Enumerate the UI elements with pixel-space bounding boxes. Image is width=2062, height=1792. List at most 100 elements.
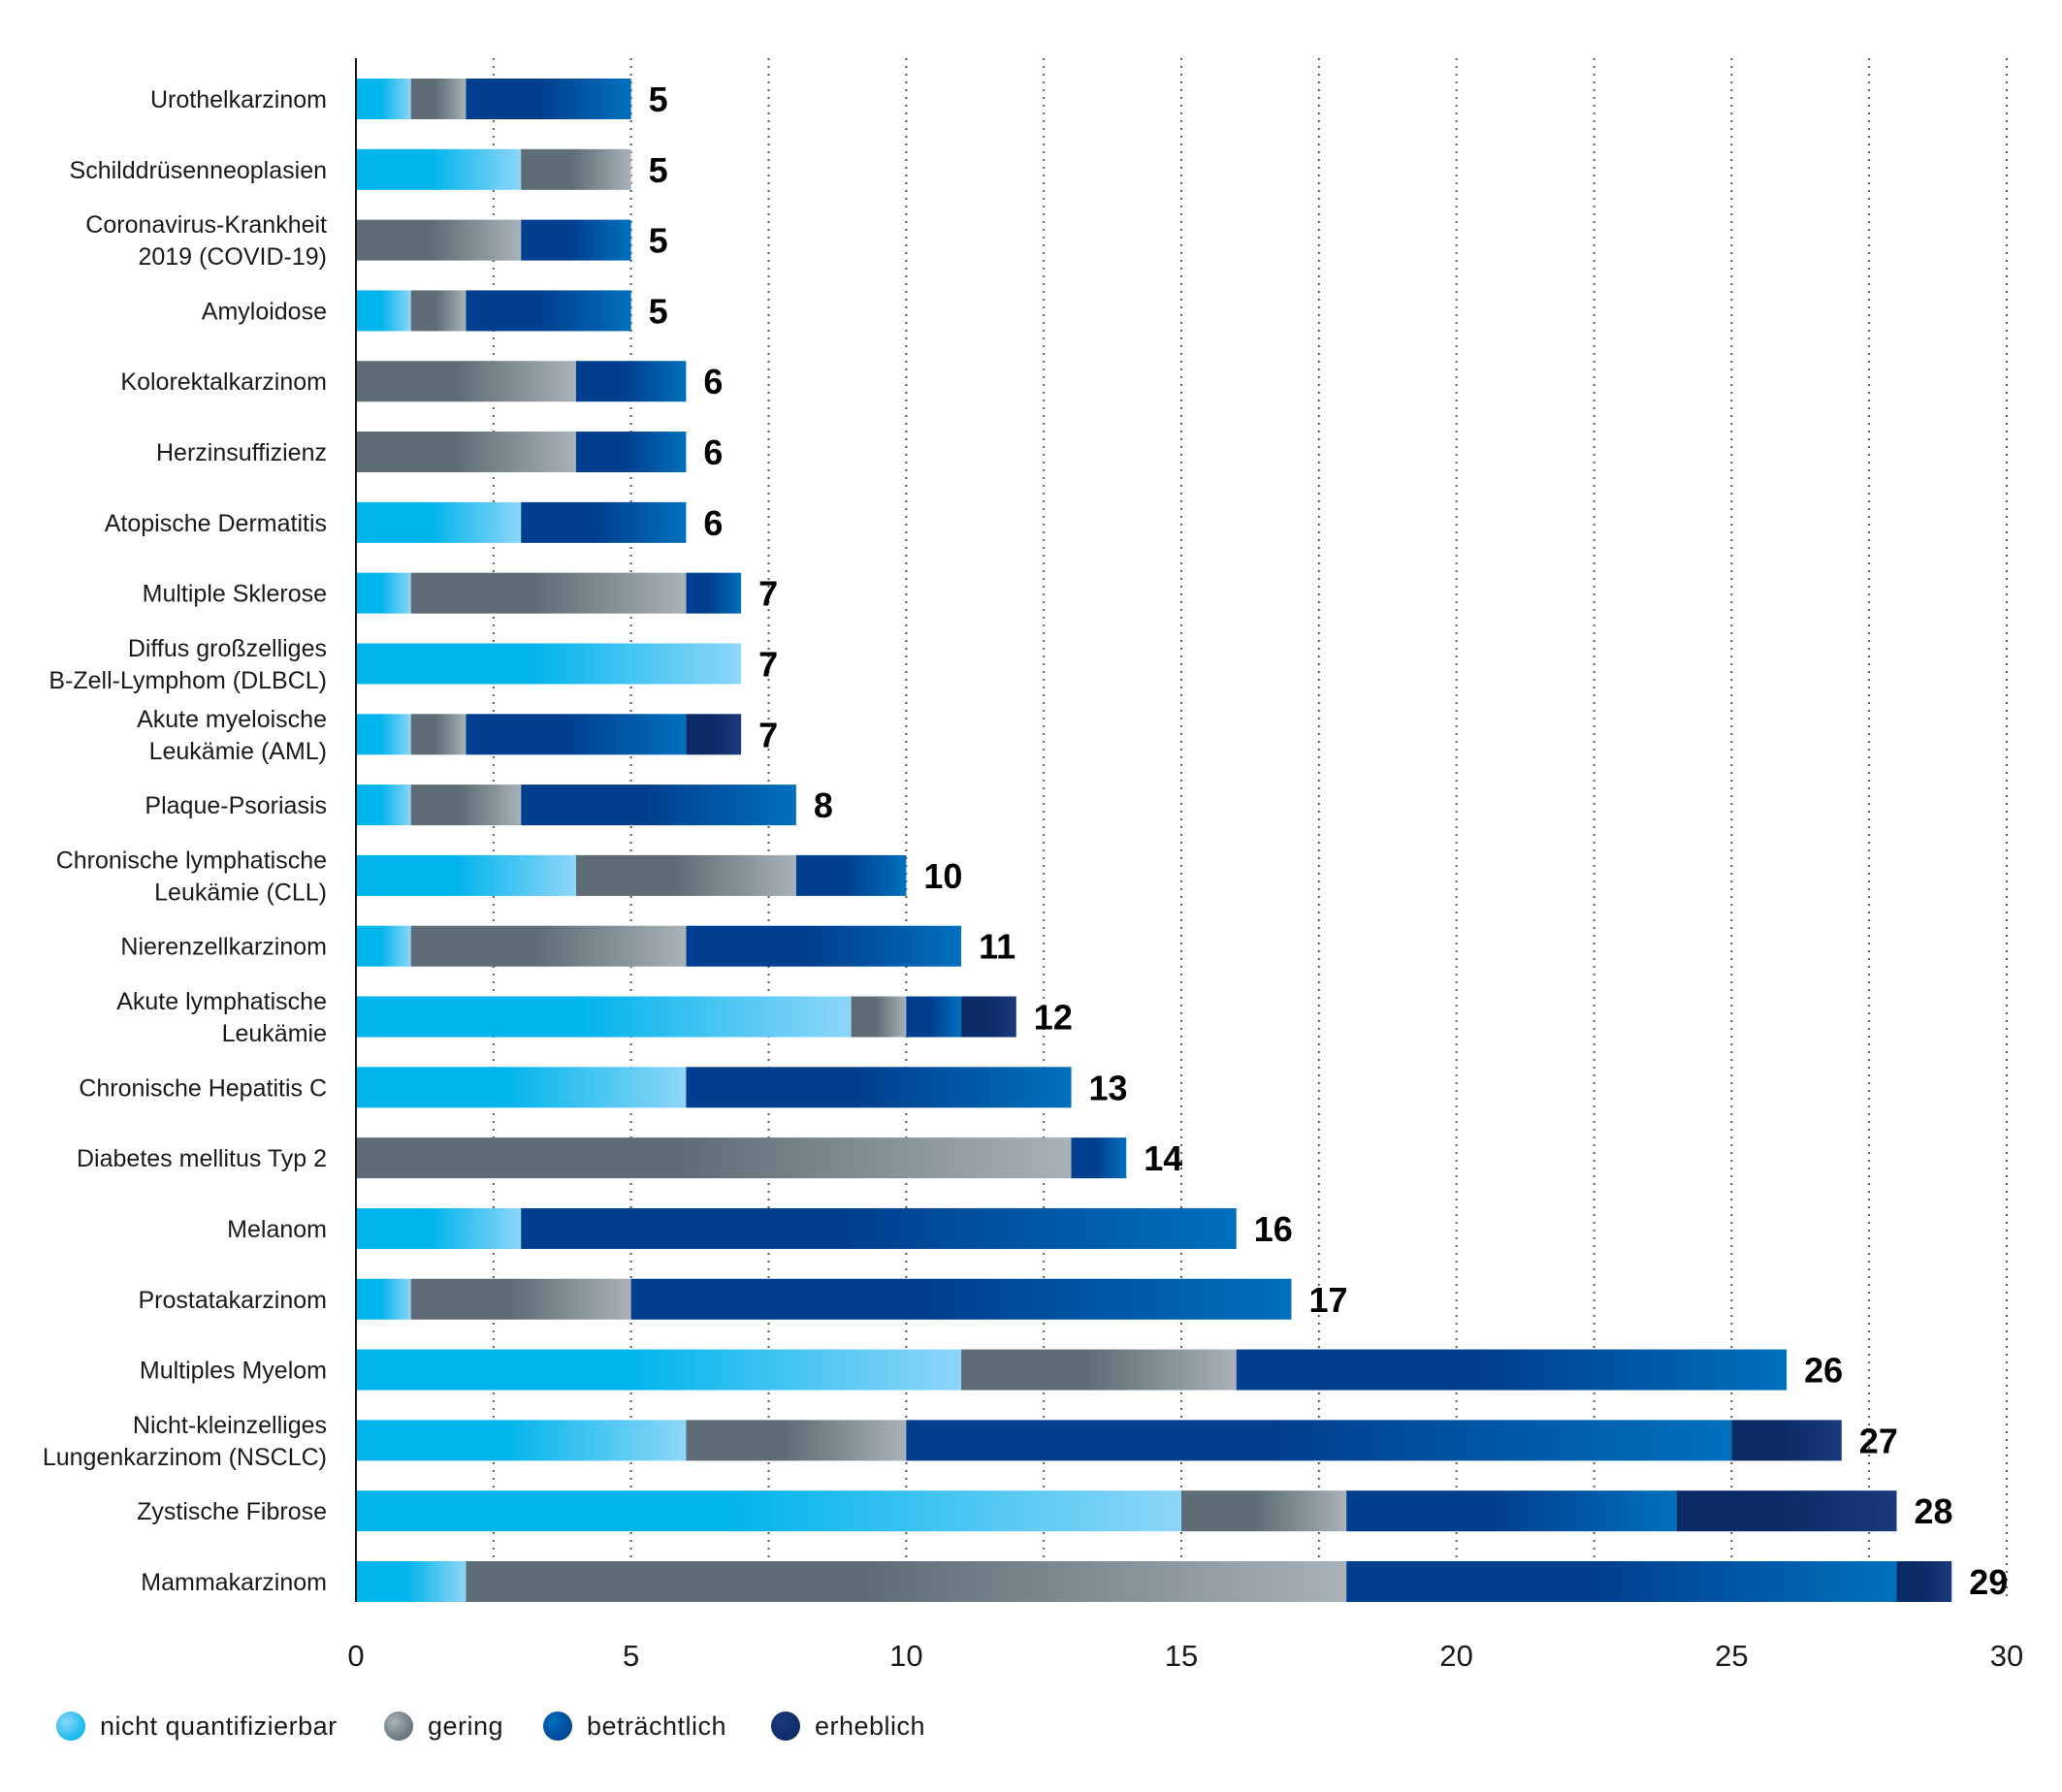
bar-segment-16-gering [356,1137,1072,1179]
bar-segment-22-gering [466,1561,1347,1602]
category-label: Akute myeloische Leukämie (AML) [137,706,327,765]
total-label: 7 [758,644,778,684]
legend-label: nicht quantifizierbar [100,1712,338,1741]
bar-segment-1-gering [410,79,467,119]
x-tick-label: 30 [1990,1639,2023,1673]
legend-swatch [543,1712,572,1741]
category-label: Diffus großzelliges B-Zell-Lymphom (DLBCL… [48,635,327,694]
bar-segment-9-nicht-quantifizierbar [356,643,742,685]
category-label: Chronische lymphatische Leukämie (CLL) [56,847,327,906]
bar-segment-21-nicht-quantifizierbar [356,1490,1181,1532]
total-label: 13 [1089,1068,1128,1107]
bar-segment-1-beträchtlich [466,79,631,119]
bar-segment-16-beträchtlich [1071,1137,1127,1179]
x-tick-label: 5 [623,1639,639,1673]
legend-swatch [384,1712,413,1741]
bar-segment-1-nicht-quantifizierbar [356,79,411,119]
bar-segment-3-beträchtlich [521,219,631,261]
total-label: 28 [1915,1491,1953,1531]
bar-segment-10-erheblich [686,714,742,755]
bar-segment-4-beträchtlich [466,290,631,332]
category-label: Chronische Hepatitis C [79,1074,327,1102]
total-label: 29 [1969,1562,2008,1602]
total-label: 14 [1144,1138,1182,1178]
bar-segment-10-beträchtlich [466,714,687,755]
bar-segment-6-gering [356,432,576,473]
bar-segment-19-nicht-quantifizierbar [356,1349,962,1391]
bar-segment-6-beträchtlich [575,432,687,473]
category-label: Nierenzellkarzinom [120,934,327,961]
bar-segment-4-gering [410,290,467,332]
bar-segment-15-nicht-quantifizierbar [356,1067,687,1108]
bar-segment-5-gering [356,361,576,402]
category-label: Atopische Dermatitis [105,510,327,537]
category-label: Kolorektalkarzinom [120,368,327,396]
bar-segment-20-nicht-quantifizierbar [356,1420,687,1461]
legend-item-gering: gering [384,1712,503,1741]
category-label: Akute lymphatische Leukämie [116,988,327,1047]
bar-segment-21-beträchtlich [1346,1490,1677,1532]
legend-swatch [771,1712,800,1741]
category-label: Schilddrüsenneoplasien [70,157,327,184]
bar-segment-14-erheblich [961,996,1016,1038]
legend-item-beträchtlich: beträchtlich [543,1712,726,1741]
bar-segment-11-gering [410,784,522,826]
category-label: Mammakarzinom [141,1569,327,1596]
category-label: Plaque-Psoriasis [145,792,327,819]
bars [356,79,1952,1602]
legend-swatch [56,1712,85,1741]
category-label: Diabetes mellitus Typ 2 [77,1145,327,1172]
category-label: Multiple Sklerose [143,581,327,608]
total-label: 16 [1254,1209,1293,1249]
bar-segment-18-gering [410,1278,631,1320]
category-label: Multiples Myelom [140,1358,327,1385]
bar-segment-22-beträchtlich [1346,1561,1897,1602]
total-label: 5 [649,291,668,331]
x-axis-ticks: 0 5 10 15 20 25 30 [347,1639,2023,1673]
bar-segment-14-gering [851,996,907,1038]
bar-segment-12-nicht-quantifizierbar [356,854,576,896]
bar-segment-13-gering [410,925,687,967]
total-label: 5 [649,221,668,261]
bar-segment-14-nicht-quantifizierbar [356,996,852,1038]
bar-segment-5-beträchtlich [575,361,687,402]
total-label: 5 [649,80,668,119]
total-label: 26 [1804,1351,1843,1391]
legend-label: beträchtlich [587,1712,726,1741]
legend-item-erheblich: erheblich [771,1712,925,1741]
total-label: 11 [979,927,1015,967]
bar-segment-22-nicht-quantifizierbar [356,1561,467,1602]
bar-segment-12-beträchtlich [795,854,907,896]
total-label: 8 [814,785,833,825]
bar-segment-8-beträchtlich [686,572,742,614]
legend-label: erheblich [815,1712,925,1741]
bar-segment-20-gering [686,1420,907,1461]
total-label: 12 [1034,998,1073,1038]
bar-segment-15-beträchtlich [686,1067,1072,1108]
category-label: Herzinsuffizienz [156,439,327,466]
bar-segment-2-gering [521,148,631,190]
bar-segment-8-gering [410,572,687,614]
bar-segment-3-gering [356,219,522,261]
bar-segment-17-beträchtlich [521,1207,1237,1249]
total-label: 17 [1308,1280,1347,1320]
total-label: 6 [703,432,723,472]
total-label: 6 [703,503,723,543]
total-label: 5 [649,150,668,190]
category-label: Amyloidose [202,298,327,325]
bar-segment-19-beträchtlich [1236,1349,1788,1391]
category-labels: Urothelkarzinom Schilddrüsenneoplasien Cor… [43,86,327,1596]
bar-segment-20-beträchtlich [906,1420,1732,1461]
total-label: 7 [758,574,778,614]
bar-segment-8-nicht-quantifizierbar [356,572,411,614]
x-tick-label: 15 [1165,1639,1198,1673]
category-label: Prostatakarzinom [138,1287,327,1314]
bar-segment-21-erheblich [1676,1490,1897,1532]
bar-segment-18-nicht-quantifizierbar [356,1278,411,1320]
bar-segment-7-nicht-quantifizierbar [356,501,522,543]
bar-segment-7-beträchtlich [521,501,687,543]
bar-segment-21-gering [1181,1490,1347,1532]
